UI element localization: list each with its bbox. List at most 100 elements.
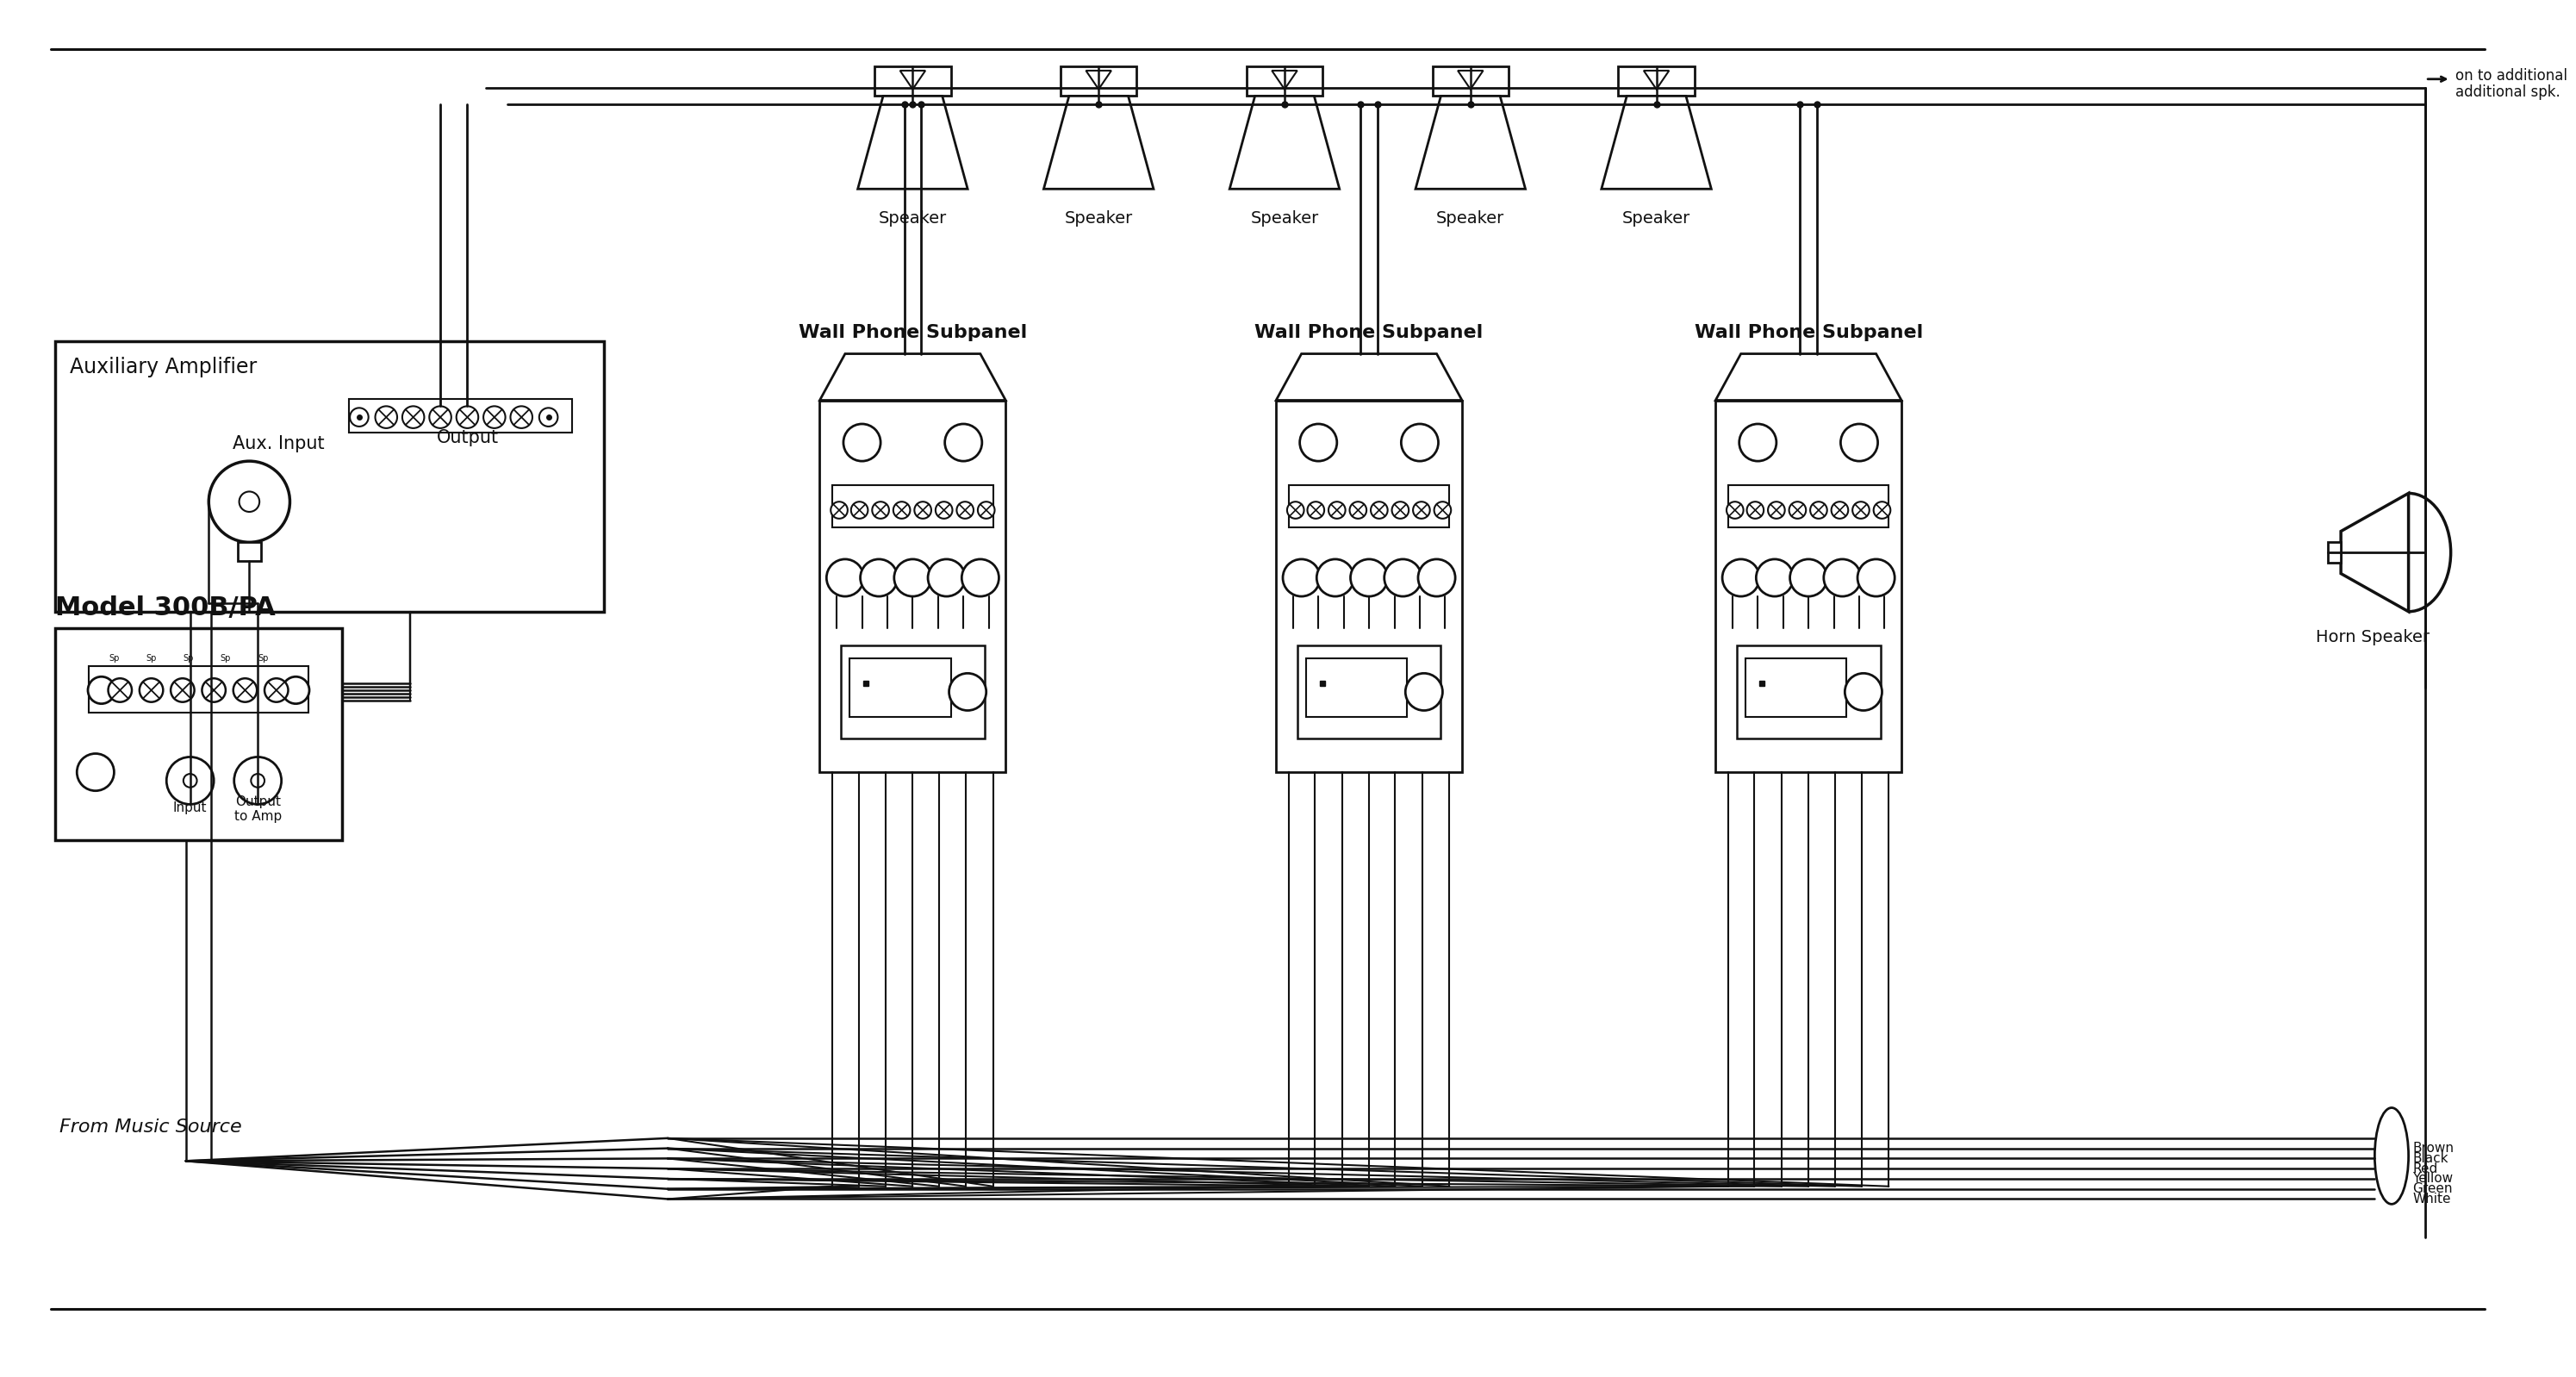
Circle shape <box>1329 501 1345 519</box>
Bar <box>1728 485 1888 527</box>
Polygon shape <box>1458 70 1484 90</box>
Bar <box>1275 401 1463 772</box>
Circle shape <box>1309 501 1324 519</box>
Circle shape <box>860 559 896 596</box>
Bar <box>850 658 951 717</box>
Circle shape <box>1406 673 1443 711</box>
Circle shape <box>376 406 397 428</box>
Text: Speaker: Speaker <box>1249 211 1319 227</box>
Circle shape <box>484 406 505 428</box>
Polygon shape <box>2342 493 2409 611</box>
Bar <box>1716 401 1901 772</box>
Circle shape <box>1873 501 1891 519</box>
Circle shape <box>979 501 994 519</box>
Circle shape <box>350 408 368 427</box>
Bar <box>819 401 1005 772</box>
Circle shape <box>1350 501 1365 519</box>
Circle shape <box>108 679 131 702</box>
Polygon shape <box>1643 70 1669 90</box>
Bar <box>348 398 572 432</box>
Text: Auxiliary Amplifier: Auxiliary Amplifier <box>70 357 258 377</box>
Circle shape <box>1350 559 1388 596</box>
Text: Output
to Amp: Output to Amp <box>234 795 281 823</box>
Text: Horn Speaker: Horn Speaker <box>2316 629 2429 646</box>
Circle shape <box>283 676 309 704</box>
Circle shape <box>1726 501 1744 519</box>
Circle shape <box>1435 501 1450 519</box>
Bar <box>1298 646 1440 738</box>
Bar <box>840 646 984 738</box>
Circle shape <box>1811 501 1826 519</box>
Circle shape <box>935 501 953 519</box>
Circle shape <box>1288 501 1303 519</box>
Circle shape <box>1739 424 1777 461</box>
Text: Brown: Brown <box>2414 1142 2455 1155</box>
Circle shape <box>1747 501 1765 519</box>
Circle shape <box>1844 673 1883 711</box>
Polygon shape <box>1275 354 1463 401</box>
Bar <box>237 543 260 560</box>
Text: Green: Green <box>2414 1183 2452 1195</box>
Text: additional spk.: additional spk. <box>2455 85 2561 101</box>
Circle shape <box>829 501 848 519</box>
Circle shape <box>1391 501 1409 519</box>
Ellipse shape <box>2375 1107 2409 1203</box>
Circle shape <box>914 501 933 519</box>
Circle shape <box>1283 559 1319 596</box>
Circle shape <box>1417 559 1455 596</box>
Bar <box>1288 485 1450 527</box>
Bar <box>1061 66 1136 96</box>
Polygon shape <box>1229 96 1340 189</box>
Circle shape <box>850 501 868 519</box>
Text: From Music Source: From Music Source <box>59 1118 242 1136</box>
Polygon shape <box>899 70 925 90</box>
Circle shape <box>430 406 451 428</box>
Circle shape <box>183 774 196 788</box>
Text: Black: Black <box>2414 1153 2450 1165</box>
Polygon shape <box>819 354 1005 401</box>
Text: Model 300B/PA: Model 300B/PA <box>54 595 276 620</box>
Circle shape <box>234 757 281 804</box>
Circle shape <box>1852 501 1870 519</box>
Circle shape <box>402 406 425 428</box>
Circle shape <box>510 406 533 428</box>
Bar <box>54 341 605 611</box>
Circle shape <box>1790 501 1806 519</box>
Circle shape <box>1383 559 1422 596</box>
Circle shape <box>1370 501 1388 519</box>
Circle shape <box>538 408 559 427</box>
Circle shape <box>250 774 265 788</box>
Text: Sp: Sp <box>222 654 232 662</box>
Polygon shape <box>1043 96 1154 189</box>
Circle shape <box>1842 424 1878 461</box>
Text: Aux. Input: Aux. Input <box>232 435 325 453</box>
Text: Sp: Sp <box>258 654 268 662</box>
Circle shape <box>1767 501 1785 519</box>
Circle shape <box>209 461 291 543</box>
Bar <box>1247 66 1321 96</box>
Text: White: White <box>2414 1192 2452 1205</box>
Bar <box>1432 66 1510 96</box>
Circle shape <box>948 673 987 711</box>
Polygon shape <box>1602 96 1710 189</box>
Circle shape <box>1757 559 1793 596</box>
Text: Speaker: Speaker <box>1623 211 1690 227</box>
Text: Sp: Sp <box>183 654 193 662</box>
Text: on to additional: on to additional <box>2455 67 2568 83</box>
Bar <box>1744 658 1847 717</box>
Bar <box>88 666 309 713</box>
Bar <box>876 66 951 96</box>
Text: Sp: Sp <box>108 654 118 662</box>
Circle shape <box>961 559 999 596</box>
Polygon shape <box>1273 70 1298 90</box>
Text: Wall Phone Subpanel: Wall Phone Subpanel <box>1695 324 1922 341</box>
Circle shape <box>1301 424 1337 461</box>
Circle shape <box>956 501 974 519</box>
Text: Speaker: Speaker <box>1064 211 1133 227</box>
Circle shape <box>201 679 227 702</box>
Circle shape <box>456 406 479 428</box>
Circle shape <box>167 757 214 804</box>
Bar <box>54 628 343 840</box>
Bar <box>832 485 992 527</box>
Text: Red: Red <box>2414 1162 2437 1175</box>
